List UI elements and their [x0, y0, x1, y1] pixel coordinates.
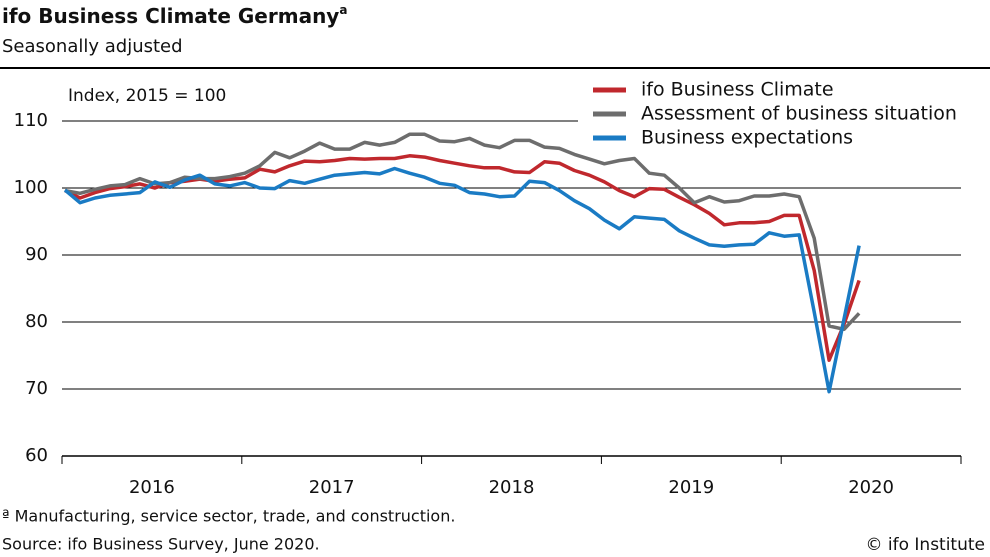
legend-label: ifo Business Climate — [641, 79, 834, 101]
y-tick-label: 80 — [25, 311, 48, 332]
x-tick-label: 2019 — [668, 477, 714, 498]
series-line — [64, 132, 861, 332]
title-text: ifo Business Climate Germany — [2, 4, 339, 28]
source: Source: ifo Business Survey, June 2020. — [2, 535, 320, 554]
chart-title: ifo Business Climate Germanya — [2, 3, 347, 28]
footnote: ª Manufacturing, service sector, trade, … — [2, 507, 455, 526]
copyright: © ifo Institute — [865, 535, 985, 555]
x-tick-label: 2018 — [489, 477, 535, 498]
x-tick-label: 2016 — [129, 477, 175, 498]
y-tick-label: 110 — [14, 110, 48, 131]
x-tick-label: 2017 — [309, 477, 355, 498]
series-line — [64, 154, 861, 362]
legend-background — [578, 73, 978, 153]
series-line — [63, 166, 861, 394]
subtitle: Seasonally adjusted — [2, 36, 183, 57]
y-axis-label: Index, 2015 = 100 — [68, 86, 226, 106]
x-tick-label: 2020 — [848, 477, 894, 498]
legend-label: Assessment of business situation — [641, 103, 957, 125]
y-tick-label: 70 — [25, 378, 48, 399]
legend-label: Business expectations — [641, 127, 853, 149]
y-tick-label: 100 — [14, 177, 48, 198]
y-tick-label: 60 — [25, 445, 48, 466]
y-tick-label: 90 — [25, 244, 48, 265]
title-note: a — [339, 3, 347, 17]
